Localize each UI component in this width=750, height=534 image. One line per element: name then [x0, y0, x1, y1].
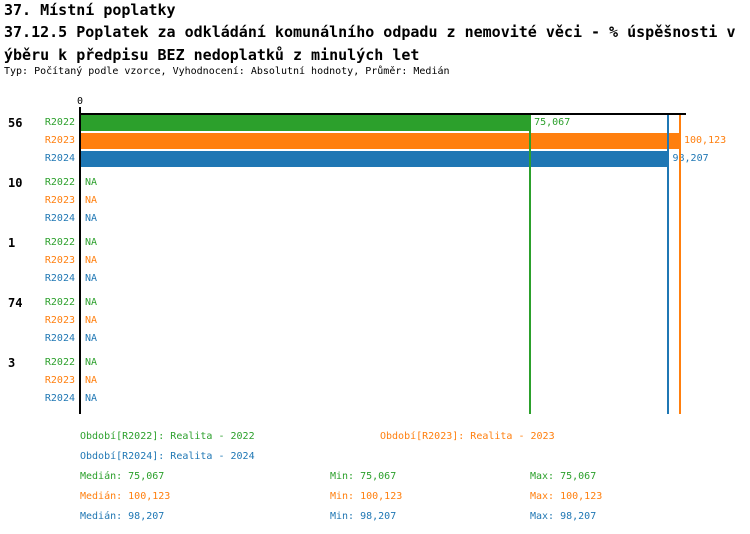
bar-r2022: [81, 115, 531, 131]
na-label: NA: [85, 177, 98, 188]
na-label: NA: [85, 375, 98, 386]
na-label: NA: [85, 273, 98, 284]
na-label: NA: [85, 393, 98, 404]
bar-value-label: 75,067: [534, 117, 571, 128]
legend-period-r2022: Období[R2022]: Realita - 2022: [80, 431, 255, 442]
category-label: 3: [8, 356, 16, 370]
series-tick-label: R2024: [44, 213, 75, 224]
legend-max-r2022: Max: 75,067: [530, 471, 597, 482]
na-label: NA: [85, 195, 98, 206]
chart-title-line2: ýběru k předpisu BEZ nedoplatků z minulý…: [4, 46, 420, 64]
chart-title-line1: 37.12.5 Poplatek za odkládání komunálníh…: [4, 23, 736, 41]
series-tick-label: R2023: [44, 315, 75, 326]
category-label: 74: [8, 296, 23, 310]
median-line-r2023: [678, 115, 681, 414]
series-tick-label: R2022: [44, 117, 75, 128]
y-axis-line: [79, 107, 81, 414]
category-label: 56: [8, 116, 23, 130]
na-label: NA: [85, 315, 98, 326]
legend-median-r2024: Medián: 98,207: [80, 511, 165, 522]
legend-min-r2022: Min: 75,067: [330, 471, 397, 482]
series-tick-label: R2023: [44, 375, 75, 386]
na-label: NA: [85, 237, 98, 248]
category-label: 10: [8, 176, 23, 190]
bar-r2024: [81, 151, 669, 167]
legend-min-r2024: Min: 98,207: [330, 511, 397, 522]
series-tick-label: R2024: [44, 333, 75, 344]
bar-value-label: 98,207: [672, 153, 709, 164]
legend-period-r2023: Období[R2023]: Realita - 2023: [380, 431, 555, 442]
series-tick-label: R2022: [44, 237, 75, 248]
median-line-r2022: [528, 115, 531, 414]
series-tick-label: R2024: [44, 273, 75, 284]
legend-median-r2023: Medián: 100,123: [80, 491, 171, 502]
series-tick-label: R2022: [44, 177, 75, 188]
na-label: NA: [85, 213, 98, 224]
series-tick-label: R2023: [44, 255, 75, 266]
na-label: NA: [85, 297, 98, 308]
series-tick-label: R2024: [44, 153, 75, 164]
median-line-r2024: [667, 115, 669, 414]
legend-max-r2023: Max: 100,123: [530, 491, 603, 502]
chart-meta-line: Typ: Počítaný podle vzorce, Vyhodnocení:…: [4, 66, 450, 77]
series-tick-label: R2024: [44, 393, 75, 404]
category-label: 1: [8, 236, 16, 250]
series-tick-label: R2022: [44, 297, 75, 308]
legend-period-r2024: Období[R2024]: Realita - 2024: [80, 451, 255, 462]
series-tick-label: R2023: [44, 135, 75, 146]
na-label: NA: [85, 255, 98, 266]
x-axis-zero-tick-label: 0: [76, 96, 84, 107]
na-label: NA: [85, 333, 98, 344]
series-tick-label: R2023: [44, 195, 75, 206]
x-axis-baseline: [79, 113, 686, 115]
na-label: NA: [85, 357, 98, 368]
legend-median-r2022: Medián: 75,067: [80, 471, 165, 482]
bar-value-label: 100,123: [684, 135, 727, 146]
legend-max-r2024: Max: 98,207: [530, 511, 597, 522]
series-tick-label: R2022: [44, 357, 75, 368]
report-section-title: 37. Místní poplatky: [4, 1, 176, 19]
legend-min-r2023: Min: 100,123: [330, 491, 403, 502]
